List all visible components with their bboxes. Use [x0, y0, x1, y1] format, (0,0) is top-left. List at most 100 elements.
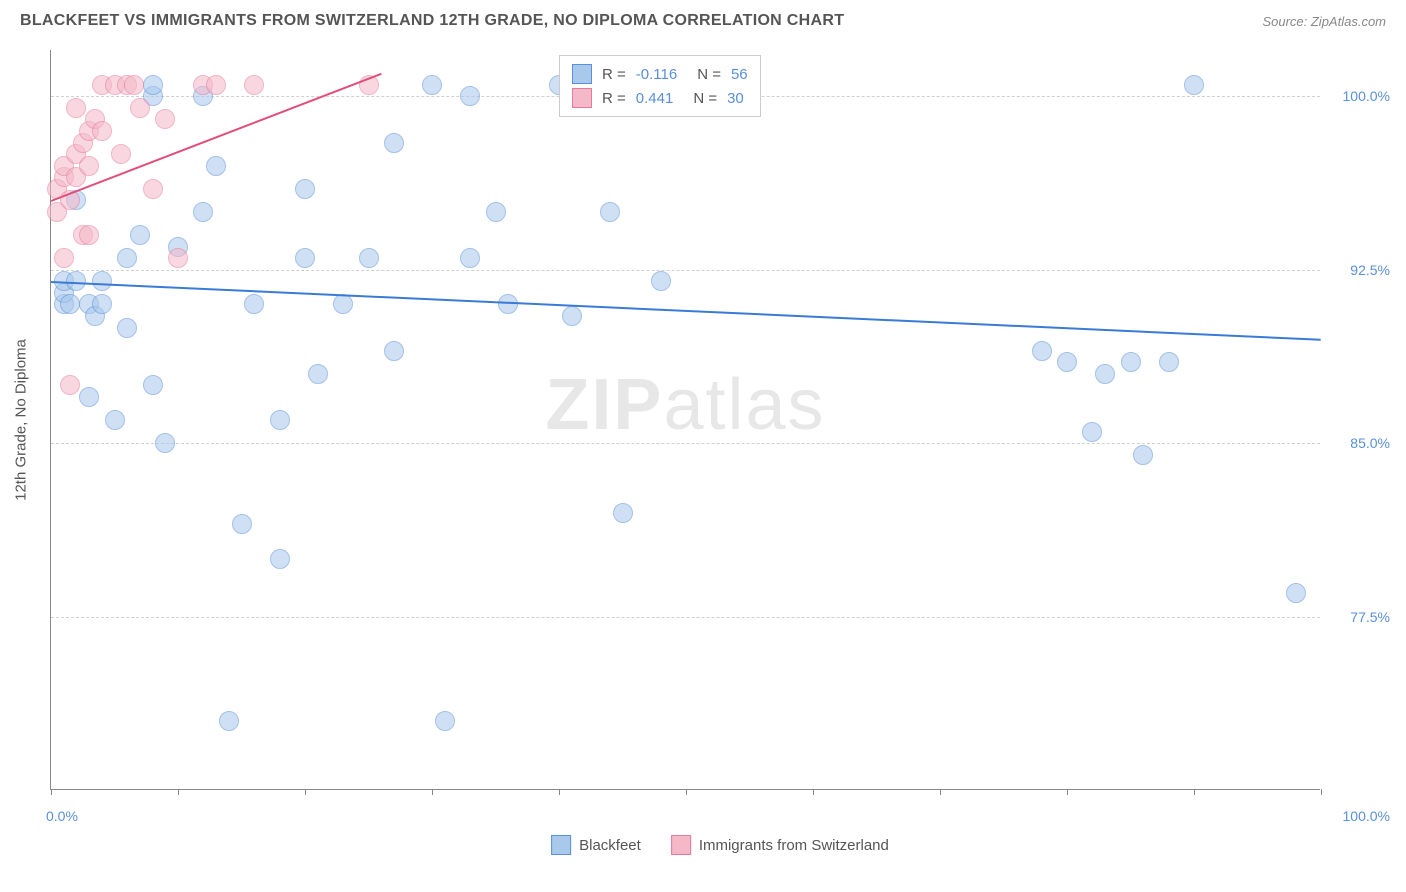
scatter-point	[79, 387, 99, 407]
scatter-point	[206, 75, 226, 95]
trend-line	[51, 281, 1321, 341]
x-axis-max-label: 100.0%	[1343, 808, 1390, 824]
scatter-point	[333, 294, 353, 314]
correlation-legend: R = -0.116 N = 56 R = 0.441 N = 30	[559, 55, 761, 117]
scatter-point	[613, 503, 633, 523]
scatter-point	[244, 294, 264, 314]
scatter-point	[295, 248, 315, 268]
scatter-point	[193, 202, 213, 222]
gridline	[51, 443, 1320, 444]
x-tick	[432, 789, 433, 795]
legend-row: R = -0.116 N = 56	[572, 62, 748, 86]
scatter-point	[600, 202, 620, 222]
legend-series-label: Blackfeet	[579, 837, 641, 854]
scatter-point	[143, 179, 163, 199]
legend-r-value: -0.116	[636, 66, 677, 83]
scatter-point	[124, 75, 144, 95]
scatter-point	[92, 121, 112, 141]
legend-n-label: N =	[697, 66, 721, 83]
legend-r-label: R =	[602, 66, 626, 83]
scatter-point	[244, 75, 264, 95]
scatter-point	[384, 133, 404, 153]
scatter-point	[92, 294, 112, 314]
scatter-point	[1057, 352, 1077, 372]
scatter-point	[105, 410, 125, 430]
scatter-point	[54, 248, 74, 268]
x-tick	[1194, 789, 1195, 795]
legend-item: Immigrants from Switzerland	[671, 835, 889, 855]
scatter-point	[168, 248, 188, 268]
scatter-point	[460, 86, 480, 106]
x-tick	[559, 789, 560, 795]
x-tick	[305, 789, 306, 795]
scatter-point	[562, 306, 582, 326]
x-tick	[940, 789, 941, 795]
y-tick-label: 85.0%	[1350, 435, 1390, 451]
x-tick	[1321, 789, 1322, 795]
scatter-point	[422, 75, 442, 95]
scatter-point	[219, 711, 239, 731]
scatter-point	[155, 109, 175, 129]
scatter-point	[1184, 75, 1204, 95]
legend-r-value: 0.441	[636, 90, 674, 107]
scatter-point	[308, 364, 328, 384]
y-tick-label: 92.5%	[1350, 262, 1390, 278]
scatter-point	[270, 549, 290, 569]
scatter-point	[359, 248, 379, 268]
legend-swatch	[572, 64, 592, 84]
scatter-point	[1133, 445, 1153, 465]
legend-n-value: 56	[731, 66, 748, 83]
legend-swatch	[551, 835, 571, 855]
x-tick	[686, 789, 687, 795]
legend-row: R = 0.441 N = 30	[572, 86, 748, 110]
legend-item: Blackfeet	[551, 835, 641, 855]
legend-n-value: 30	[727, 90, 744, 107]
scatter-point	[1095, 364, 1115, 384]
y-tick-label: 100.0%	[1343, 88, 1390, 104]
scatter-point	[270, 410, 290, 430]
scatter-point	[1159, 352, 1179, 372]
scatter-point	[435, 711, 455, 731]
plot-area: 12th Grade, No Diploma ZIPatlas 77.5%85.…	[50, 50, 1320, 790]
x-tick	[813, 789, 814, 795]
scatter-point	[460, 248, 480, 268]
scatter-point	[232, 514, 252, 534]
scatter-point	[384, 341, 404, 361]
scatter-point	[130, 98, 150, 118]
scatter-point	[295, 179, 315, 199]
x-tick	[51, 789, 52, 795]
x-tick	[1067, 789, 1068, 795]
gridline	[51, 270, 1320, 271]
x-tick	[178, 789, 179, 795]
gridline	[51, 617, 1320, 618]
scatter-point	[155, 433, 175, 453]
watermark: ZIPatlas	[545, 364, 825, 446]
scatter-point	[79, 225, 99, 245]
scatter-point	[66, 98, 86, 118]
scatter-point	[498, 294, 518, 314]
scatter-point	[486, 202, 506, 222]
legend-swatch	[572, 88, 592, 108]
legend-swatch	[671, 835, 691, 855]
scatter-point	[1286, 583, 1306, 603]
legend-n-label: N =	[693, 90, 717, 107]
scatter-point	[117, 318, 137, 338]
source-attribution: Source: ZipAtlas.com	[1262, 14, 1386, 29]
scatter-point	[143, 375, 163, 395]
scatter-point	[1121, 352, 1141, 372]
scatter-point	[117, 248, 137, 268]
scatter-point	[92, 271, 112, 291]
chart-container: 12th Grade, No Diploma ZIPatlas 77.5%85.…	[50, 50, 1390, 820]
scatter-point	[206, 156, 226, 176]
legend-series-label: Immigrants from Switzerland	[699, 837, 889, 854]
y-tick-label: 77.5%	[1350, 609, 1390, 625]
scatter-point	[1032, 341, 1052, 361]
y-axis-label: 12th Grade, No Diploma	[13, 339, 30, 501]
legend-bottom: Blackfeet Immigrants from Switzerland	[551, 835, 889, 855]
chart-title: BLACKFEET VS IMMIGRANTS FROM SWITZERLAND…	[20, 12, 844, 30]
legend-r-label: R =	[602, 90, 626, 107]
scatter-point	[651, 271, 671, 291]
scatter-point	[1082, 422, 1102, 442]
scatter-point	[143, 75, 163, 95]
scatter-point	[111, 144, 131, 164]
